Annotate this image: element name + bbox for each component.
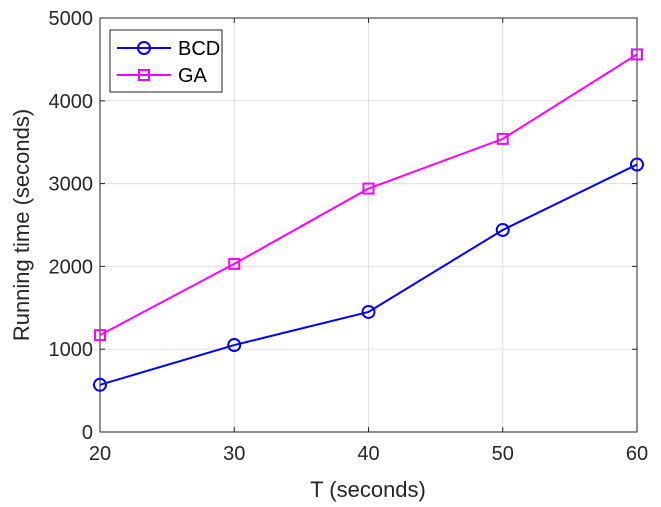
y-tick-label: 1000 bbox=[49, 339, 94, 361]
data-point-ga bbox=[496, 132, 509, 145]
legend-ga-marker bbox=[138, 69, 150, 81]
legend-bcd-label: BCD bbox=[178, 38, 220, 60]
y-ticks: 0 1000 2000 3000 4000 5000 bbox=[49, 8, 637, 444]
y-tick-label: 3000 bbox=[49, 174, 94, 196]
x-axis-label: T (seconds) bbox=[310, 477, 426, 502]
y-tick-label: 5000 bbox=[49, 8, 94, 30]
y-tick-label: 0 bbox=[82, 422, 93, 444]
x-tick-label: 60 bbox=[626, 443, 648, 465]
legend: BCD GA bbox=[109, 29, 223, 93]
data-point-ga bbox=[94, 329, 106, 342]
y-tick-label: 2000 bbox=[49, 256, 94, 278]
x-tick-label: 40 bbox=[357, 443, 379, 465]
series-line-ga bbox=[99, 53, 638, 337]
data-point-bcd bbox=[93, 377, 107, 392]
x-tick-label: 50 bbox=[492, 443, 514, 465]
legend-ga-label: GA bbox=[178, 65, 208, 87]
x-tick-label: 20 bbox=[89, 443, 111, 465]
legend-bcd-marker bbox=[137, 41, 151, 55]
series-layer bbox=[93, 48, 644, 392]
data-point-ga bbox=[228, 257, 241, 270]
data-point-bcd bbox=[495, 222, 510, 237]
data-point-bcd bbox=[227, 338, 242, 353]
legend-box bbox=[109, 29, 223, 93]
y-tick-label: 4000 bbox=[49, 91, 94, 113]
x-ticks: 20 30 40 50 60 bbox=[89, 18, 648, 465]
y-axis-label: Running time (seconds) bbox=[9, 109, 34, 341]
data-point-bcd bbox=[361, 304, 376, 319]
data-point-bcd bbox=[630, 157, 644, 172]
x-tick-label: 30 bbox=[223, 443, 245, 465]
data-point-ga bbox=[362, 182, 375, 195]
data-point-ga bbox=[631, 48, 643, 61]
series-line-bcd bbox=[99, 163, 638, 386]
